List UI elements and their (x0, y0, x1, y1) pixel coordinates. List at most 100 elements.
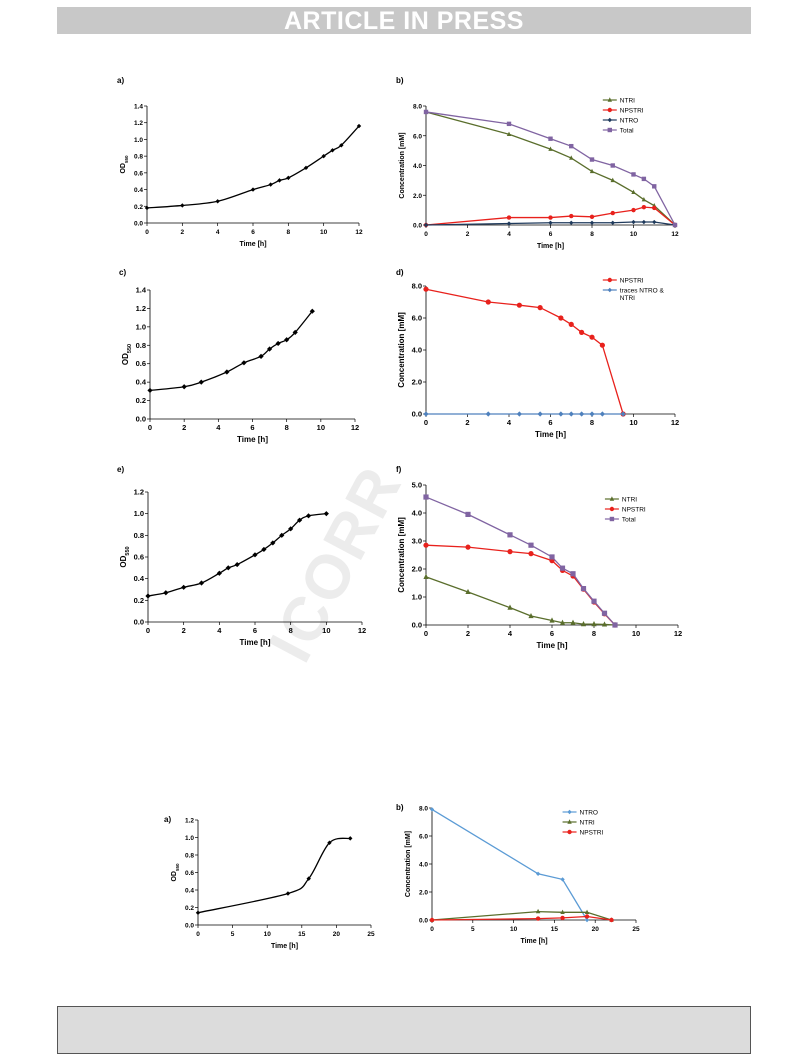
x-tick-label: 10 (322, 626, 330, 635)
data-point (356, 123, 362, 129)
y-tick-label: 0.0 (136, 415, 146, 424)
panel-label: d) (396, 268, 404, 277)
legend-swatch-marker (609, 506, 615, 512)
data-point (216, 570, 222, 576)
y-tick-label: 1.0 (136, 322, 146, 331)
y-tick-label: 1.2 (134, 488, 144, 497)
x-tick-label: 4 (217, 626, 222, 635)
data-point (485, 299, 491, 305)
y-tick-label: 0.8 (136, 341, 146, 350)
y-tick-label: 4.0 (413, 163, 422, 170)
y-tick-label: 0.0 (419, 918, 428, 925)
data-point (569, 143, 574, 149)
data-point (580, 621, 587, 627)
data-point (528, 612, 534, 619)
data-point (569, 155, 574, 160)
data-point (423, 411, 429, 417)
x-tick-label: 0 (424, 629, 428, 638)
legend-swatch-marker (567, 819, 572, 824)
x-tick-label: 10 (264, 931, 272, 938)
data-point (569, 220, 574, 225)
y-tick-label: 0.0 (413, 223, 422, 230)
data-point (559, 565, 566, 571)
y-tick-label: 1.0 (412, 593, 422, 602)
data-point (506, 215, 512, 220)
y-tick-label: 4.0 (419, 862, 428, 869)
data-point (548, 136, 553, 141)
legend-label-cont: NTRI (620, 295, 635, 302)
data-point (285, 891, 291, 896)
data-point (537, 411, 543, 417)
data-point (589, 168, 595, 174)
data-point (579, 411, 585, 417)
y-axis-label-subscript: 550 (125, 546, 131, 555)
y-tick-label: 1.0 (134, 137, 143, 144)
legend-swatch-marker (567, 809, 572, 815)
x-tick-label: 8 (289, 626, 293, 635)
data-point (144, 205, 150, 211)
x-tick-label: 10 (317, 423, 325, 432)
data-point (599, 342, 605, 348)
data-point (181, 584, 187, 590)
y-tick-label: 4.0 (412, 509, 422, 518)
data-point (303, 165, 309, 171)
x-tick-label: 4 (507, 418, 512, 427)
data-point (641, 197, 647, 202)
series-ntri (423, 573, 618, 628)
x-tick-label: 12 (671, 418, 679, 427)
x-tick-label: 8 (287, 229, 291, 236)
x-axis-label: Time [h] (239, 241, 266, 248)
data-point (258, 353, 264, 359)
x-tick-label: 15 (551, 926, 559, 933)
x-tick-label: 2 (466, 231, 470, 238)
x-tick-label: 0 (424, 231, 428, 238)
y-tick-label: 1.2 (136, 304, 146, 313)
y-tick-label: 1.0 (185, 835, 194, 842)
x-tick-label: 25 (632, 926, 640, 933)
legend-label: NPSTRI (620, 108, 644, 115)
data-point (321, 153, 326, 159)
y-tick-label: 1.4 (134, 104, 143, 111)
data-point (266, 346, 273, 352)
footer-box (57, 1006, 751, 1054)
legend-swatch-marker (607, 117, 612, 123)
x-tick-label: 4 (508, 629, 513, 638)
x-tick-label: 12 (355, 229, 363, 236)
x-axis-label: Time [h] (537, 243, 564, 250)
legend-label: NPSTRI (580, 830, 604, 837)
data-point (570, 571, 576, 577)
data-point (560, 877, 565, 882)
series-line (425, 221, 676, 226)
series-line (431, 808, 588, 921)
data-point (292, 329, 298, 335)
legend-label: NPSTRI (620, 278, 644, 285)
data-point (215, 199, 220, 204)
x-tick-label: 6 (250, 423, 254, 432)
data-point (423, 573, 429, 579)
x-tick-label: 0 (424, 418, 428, 427)
series-line (425, 111, 676, 226)
y-axis-label: Concentration [mM] (399, 132, 406, 198)
data-point (548, 220, 553, 225)
legend-label: NTRI (620, 98, 635, 105)
y-tick-label: 0.6 (134, 553, 144, 562)
legend-swatch-marker (609, 516, 615, 522)
data-point (348, 836, 353, 841)
x-tick-label: 6 (550, 629, 554, 638)
data-point (252, 552, 258, 558)
data-point (641, 219, 647, 225)
y-tick-label: 0.0 (134, 221, 143, 228)
x-tick-label: 6 (548, 418, 552, 427)
y-tick-label: 0.0 (412, 621, 422, 630)
legend-label: NPSTRI (622, 507, 646, 514)
data-point (241, 360, 247, 366)
data-point (548, 146, 553, 151)
x-tick-label: 0 (146, 626, 150, 635)
data-point (507, 532, 513, 538)
data-point (568, 321, 574, 327)
x-tick-label: 2 (182, 626, 186, 635)
x-axis-label: Time [h] (237, 435, 268, 444)
data-point (609, 917, 614, 923)
series-traces-ntro-ntri (423, 411, 626, 417)
